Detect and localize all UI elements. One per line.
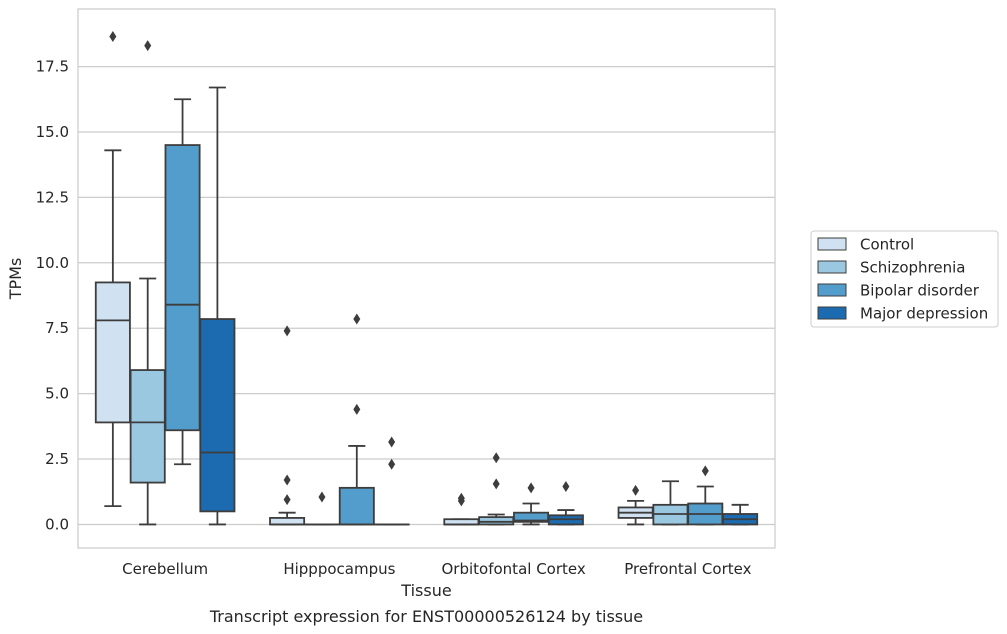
outlier-point xyxy=(562,481,570,493)
x-tick-label: Orbitofontal Cortex xyxy=(442,560,586,578)
legend-frame xyxy=(810,230,999,328)
outlier-point xyxy=(318,491,326,503)
outlier-point xyxy=(388,436,396,448)
box-1-3 xyxy=(373,436,410,526)
boxes xyxy=(94,30,759,526)
outlier-point xyxy=(632,484,640,496)
box-1-1 xyxy=(303,491,340,526)
outlier-point xyxy=(144,40,152,52)
x-tick-label: Cerebellum xyxy=(122,560,208,578)
box-1-0 xyxy=(269,325,306,526)
y-ticks: 0.0 2.5 5.0 7.5 10.0 12.5 15.0 17.5 xyxy=(36,58,69,534)
outlier-point xyxy=(388,458,396,470)
figure-caption: Transcript expression for ENST0000052612… xyxy=(209,607,643,626)
outlier-point xyxy=(492,478,500,490)
legend-swatch xyxy=(817,306,847,320)
outlier-point xyxy=(283,474,291,486)
outlier-point xyxy=(353,403,361,415)
box-0-3 xyxy=(199,86,236,526)
y-tick-label: 17.5 xyxy=(36,58,69,76)
box xyxy=(478,516,515,526)
legend-swatch xyxy=(817,237,847,251)
box-2-0 xyxy=(443,492,480,526)
x-tick-label: Prefrontal Cortex xyxy=(624,560,751,578)
y-tick-label: 7.5 xyxy=(45,319,69,337)
x-tick-label: Hipppocampus xyxy=(283,560,395,578)
box xyxy=(269,517,306,526)
outlier-point xyxy=(283,325,291,337)
y-tick-label: 15.0 xyxy=(36,123,69,141)
box-0-2 xyxy=(164,98,201,466)
y-tick-label: 2.5 xyxy=(45,450,69,468)
legend-swatch xyxy=(817,283,847,297)
legend-label: Schizophrenia xyxy=(860,259,965,277)
y-tick-label: 10.0 xyxy=(36,254,69,272)
outlier-point xyxy=(701,465,709,477)
box xyxy=(164,144,201,432)
legend-label: Control xyxy=(860,236,914,254)
y-axis-label: TPMs xyxy=(6,258,25,301)
legend-swatch xyxy=(817,260,847,274)
box-1-2 xyxy=(338,313,375,526)
legend-label: Major depression xyxy=(860,305,988,323)
x-axis-label: Tissue xyxy=(400,581,451,600)
y-tick-label: 12.5 xyxy=(36,188,69,206)
box xyxy=(199,318,236,513)
outlier-point xyxy=(109,30,117,42)
box-3-3 xyxy=(722,503,759,526)
box-2-3 xyxy=(547,481,584,526)
box-3-1 xyxy=(652,480,689,526)
box-0-0 xyxy=(94,30,131,508)
legend: Control Schizophrenia Bipolar disorder Majo… xyxy=(810,230,999,328)
outlier-point xyxy=(527,482,535,494)
legend-label: Bipolar disorder xyxy=(860,282,980,300)
x-ticks: Cerebellum Hipppocampus Orbitofontal Corte… xyxy=(122,560,751,578)
box xyxy=(338,486,375,526)
plot-frame xyxy=(77,8,776,549)
box xyxy=(129,369,166,484)
outlier-point xyxy=(492,452,500,464)
outlier-point xyxy=(457,492,465,504)
y-tick-label: 0.0 xyxy=(45,515,69,533)
outlier-point xyxy=(353,313,361,325)
box-3-2 xyxy=(687,465,724,526)
y-tick-label: 5.0 xyxy=(45,385,69,403)
box-0-1 xyxy=(129,40,166,526)
outlier-point xyxy=(283,494,291,506)
box xyxy=(94,281,131,424)
